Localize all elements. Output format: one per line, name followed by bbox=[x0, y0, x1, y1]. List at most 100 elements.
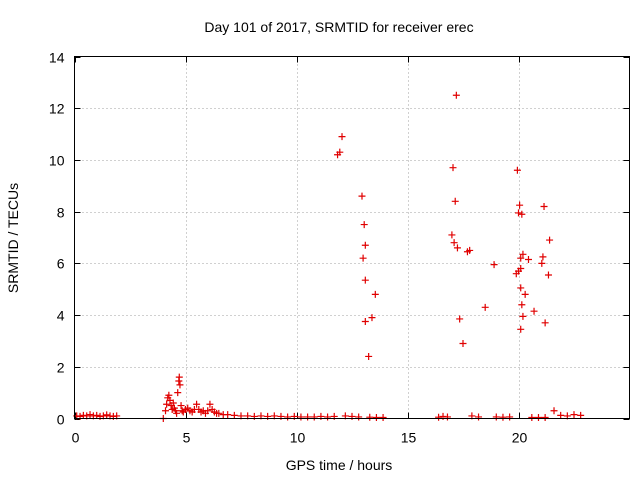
data-point bbox=[463, 248, 471, 256]
data-point bbox=[541, 413, 549, 421]
data-point bbox=[361, 241, 369, 249]
data-point bbox=[452, 91, 460, 99]
data-point bbox=[539, 253, 547, 261]
x-tick-label: 0 bbox=[72, 430, 80, 446]
y-tick-label: 2 bbox=[57, 360, 65, 376]
y-tick-label: 12 bbox=[49, 101, 65, 117]
axes: 0 5 10 15 20 0 2 4 6 8 10 12 14 bbox=[49, 50, 630, 446]
data-point bbox=[379, 413, 387, 421]
data-point bbox=[519, 250, 527, 258]
data-point bbox=[521, 290, 529, 298]
data-point bbox=[517, 265, 525, 273]
data-point bbox=[86, 411, 94, 419]
data-point bbox=[499, 413, 507, 421]
data-point bbox=[550, 407, 558, 415]
data-point bbox=[366, 413, 374, 421]
y-tick-label: 6 bbox=[57, 256, 65, 272]
data-point bbox=[540, 202, 548, 210]
data-point bbox=[450, 239, 458, 247]
data-point bbox=[165, 391, 173, 399]
data-point bbox=[361, 318, 369, 326]
data-point bbox=[162, 407, 170, 415]
x-tick-label: 20 bbox=[512, 430, 528, 446]
data-point bbox=[528, 413, 536, 421]
data-point bbox=[449, 164, 457, 172]
data-point bbox=[475, 413, 483, 421]
plot-frame bbox=[74, 56, 630, 419]
y-tick-label: 14 bbox=[49, 50, 65, 66]
data-point bbox=[448, 231, 456, 239]
data-point bbox=[534, 413, 542, 421]
data-point bbox=[459, 340, 467, 348]
data-point bbox=[371, 290, 379, 298]
data-point bbox=[513, 166, 521, 174]
data-point bbox=[178, 407, 186, 415]
x-tick-label: 10 bbox=[290, 430, 306, 446]
data-point bbox=[284, 413, 292, 421]
data-point bbox=[492, 413, 500, 421]
data-point bbox=[518, 210, 526, 218]
x-axis-label: GPS time / hours bbox=[286, 457, 393, 473]
y-tick-label: 0 bbox=[57, 412, 65, 428]
chart-title: Day 101 of 2017, SRMTID for receiver ere… bbox=[204, 19, 473, 35]
grid-lines bbox=[74, 56, 630, 419]
data-point bbox=[456, 315, 464, 323]
data-point bbox=[359, 254, 367, 262]
data-point bbox=[518, 301, 526, 309]
data-point bbox=[517, 254, 525, 262]
data-point bbox=[177, 402, 185, 410]
data-point bbox=[435, 413, 443, 421]
data-point bbox=[338, 133, 346, 141]
data-point bbox=[193, 400, 201, 408]
data-point bbox=[324, 413, 332, 421]
data-point bbox=[230, 411, 238, 419]
data-point bbox=[544, 271, 552, 279]
data-point bbox=[517, 284, 525, 292]
x-tick-label: 15 bbox=[401, 430, 417, 446]
data-point bbox=[372, 413, 380, 421]
x-tick-label: 5 bbox=[183, 430, 191, 446]
data-points bbox=[73, 91, 585, 422]
data-point bbox=[538, 259, 546, 267]
data-point bbox=[163, 400, 171, 408]
data-point bbox=[481, 303, 489, 311]
data-point bbox=[570, 411, 578, 419]
data-point bbox=[310, 413, 318, 421]
data-point bbox=[93, 411, 101, 419]
data-point bbox=[451, 197, 459, 205]
data-point bbox=[524, 255, 532, 263]
data-point bbox=[515, 209, 522, 217]
data-point bbox=[355, 413, 363, 421]
data-point bbox=[215, 409, 223, 417]
y-tick-label: 8 bbox=[57, 205, 65, 221]
data-point bbox=[304, 413, 312, 421]
data-point bbox=[361, 276, 369, 284]
data-point bbox=[530, 307, 538, 315]
data-point bbox=[103, 411, 111, 419]
y-tick-label: 4 bbox=[57, 308, 65, 324]
data-point bbox=[169, 399, 177, 407]
y-tick-label: 10 bbox=[49, 153, 65, 169]
data-point bbox=[173, 409, 181, 417]
data-point bbox=[368, 314, 376, 322]
data-point bbox=[297, 413, 305, 421]
data-point bbox=[204, 407, 212, 415]
data-point bbox=[360, 221, 368, 229]
data-point bbox=[519, 312, 527, 320]
data-point bbox=[453, 244, 461, 252]
data-point bbox=[174, 389, 182, 397]
data-point bbox=[506, 413, 514, 421]
data-point bbox=[175, 373, 183, 381]
data-point bbox=[176, 381, 184, 389]
data-point bbox=[577, 411, 585, 419]
data-point bbox=[557, 411, 565, 419]
data-point bbox=[541, 319, 549, 327]
data-point bbox=[546, 236, 554, 244]
data-point bbox=[365, 352, 373, 360]
data-point bbox=[516, 201, 524, 209]
data-point bbox=[443, 413, 451, 421]
data-point bbox=[336, 148, 344, 156]
y-axis-label: SRMTID / TECUs bbox=[5, 183, 21, 293]
data-point bbox=[224, 411, 232, 419]
